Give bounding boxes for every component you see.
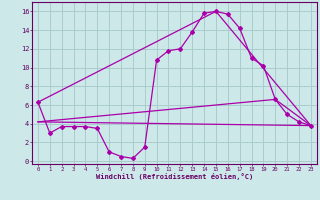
X-axis label: Windchill (Refroidissement éolien,°C): Windchill (Refroidissement éolien,°C) — [96, 173, 253, 180]
